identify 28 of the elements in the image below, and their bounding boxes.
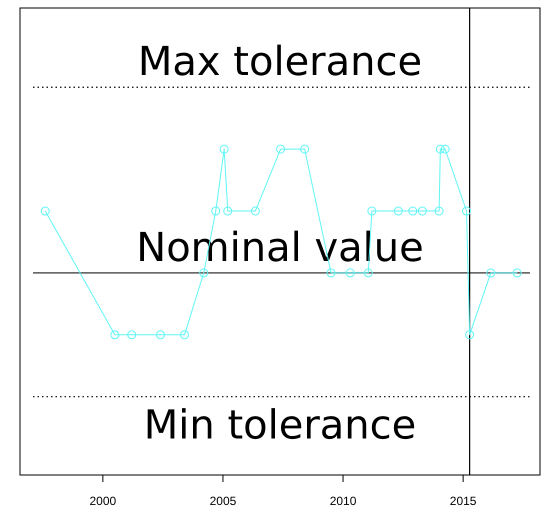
point xyxy=(367,206,376,216)
point xyxy=(512,268,522,278)
point xyxy=(418,206,427,216)
point xyxy=(223,206,232,216)
point xyxy=(127,330,136,340)
x-tick-label: 2015 xyxy=(450,494,477,508)
point xyxy=(250,206,260,216)
x-tick-label: 2010 xyxy=(330,494,357,508)
point xyxy=(462,206,472,216)
point xyxy=(440,144,450,154)
ref-line-label: Max tolerance xyxy=(138,39,422,86)
point xyxy=(40,206,50,216)
point xyxy=(110,330,120,340)
ref-line-label: Min tolerance xyxy=(144,402,416,449)
point xyxy=(276,144,286,154)
point xyxy=(408,206,418,216)
point xyxy=(394,206,403,216)
point xyxy=(211,206,220,216)
point xyxy=(486,268,496,278)
point xyxy=(156,330,166,340)
point xyxy=(436,144,445,154)
point xyxy=(300,144,310,154)
point xyxy=(220,144,229,154)
point xyxy=(465,330,474,340)
point xyxy=(434,206,444,216)
point xyxy=(180,330,190,340)
x-tick-label: 2005 xyxy=(210,494,237,508)
x-tick-label: 2000 xyxy=(90,494,117,508)
